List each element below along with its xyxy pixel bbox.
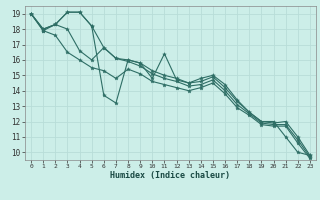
X-axis label: Humidex (Indice chaleur): Humidex (Indice chaleur) bbox=[110, 171, 230, 180]
